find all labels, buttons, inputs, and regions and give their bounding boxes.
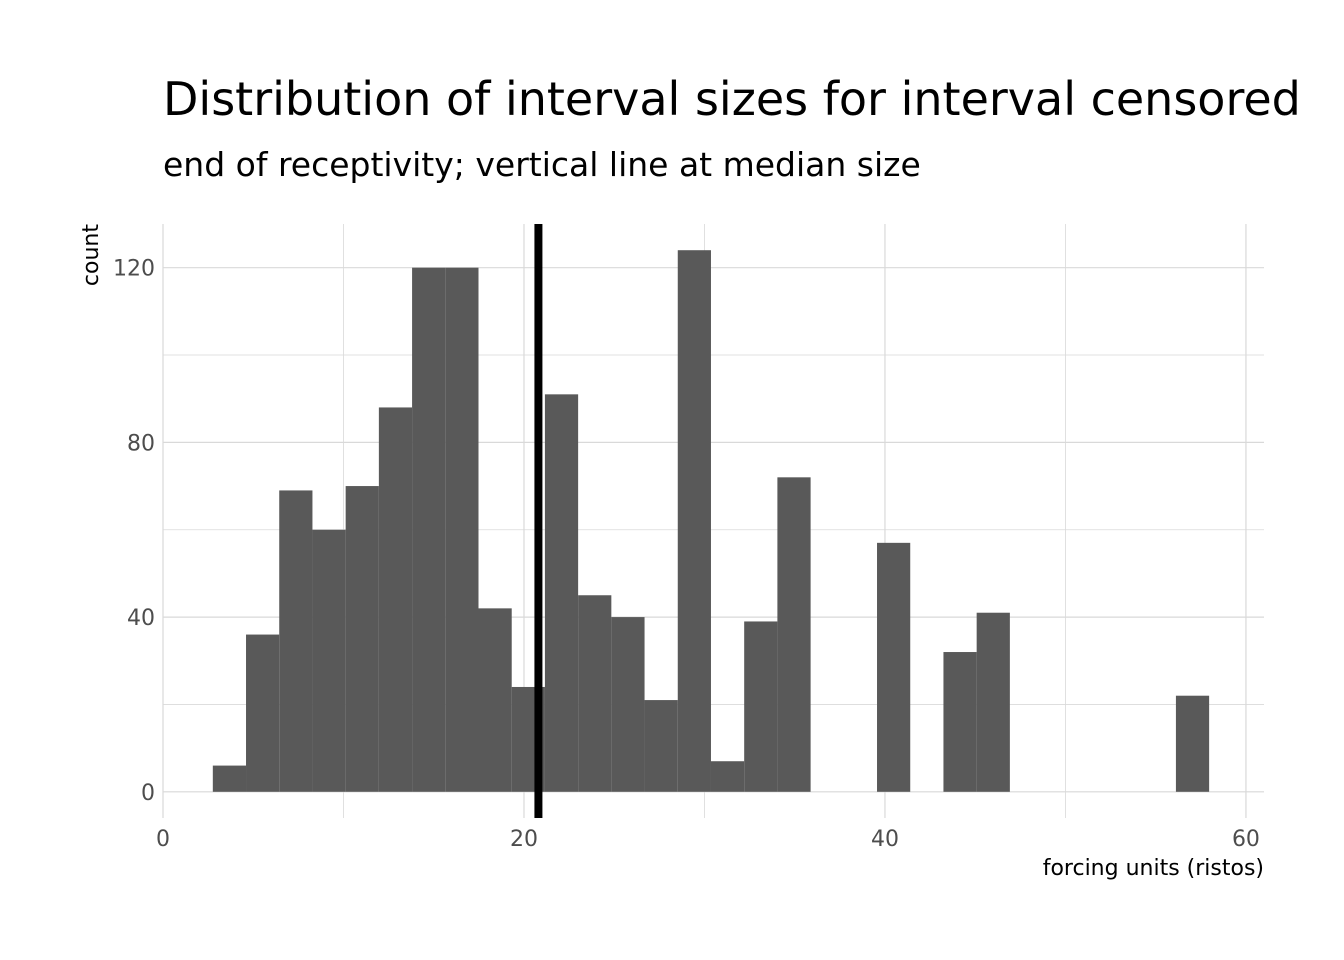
histogram-bar — [312, 529, 346, 792]
x-axis-title: forcing units (ristos) — [1043, 856, 1264, 881]
histogram-bar — [611, 617, 645, 792]
histogram-bar — [544, 394, 579, 792]
histogram-bar — [478, 608, 512, 792]
y-tick-label: 40 — [127, 606, 155, 631]
y-tick-label: 80 — [127, 431, 155, 456]
histogram-bar — [212, 765, 247, 792]
y-axis-title: count — [79, 224, 104, 286]
chart-subtitle: end of receptivity; vertical line at med… — [163, 145, 921, 184]
histogram-bar — [345, 486, 379, 792]
histogram-bar — [976, 612, 1010, 792]
histogram-bar — [279, 490, 313, 792]
histogram-bar — [710, 761, 745, 792]
histogram-bar — [943, 652, 977, 792]
x-tick-label: 20 — [510, 827, 538, 852]
histogram-bar — [412, 267, 446, 792]
x-tick-label: 40 — [871, 827, 899, 852]
histogram-bar — [677, 250, 711, 792]
histogram-bar — [1175, 695, 1210, 792]
y-tick-label: 120 — [113, 257, 155, 282]
histogram-bar — [445, 267, 479, 792]
histogram-bars — [212, 250, 1210, 792]
histogram-bar — [877, 542, 911, 792]
histogram-bar — [578, 595, 612, 792]
histogram-bar — [777, 477, 811, 792]
x-tick-label: 60 — [1232, 827, 1260, 852]
chart-title: Distribution of interval sizes for inter… — [163, 72, 1301, 126]
y-tick-label: 0 — [141, 781, 155, 806]
histogram-bar — [644, 700, 678, 792]
histogram-bar — [378, 407, 413, 792]
x-tick-label: 0 — [156, 827, 170, 852]
axis-ticks: 0 20 40 60 0 40 80 120 — [113, 257, 1260, 852]
histogram-bar — [744, 621, 778, 792]
histogram-bar — [246, 634, 280, 792]
